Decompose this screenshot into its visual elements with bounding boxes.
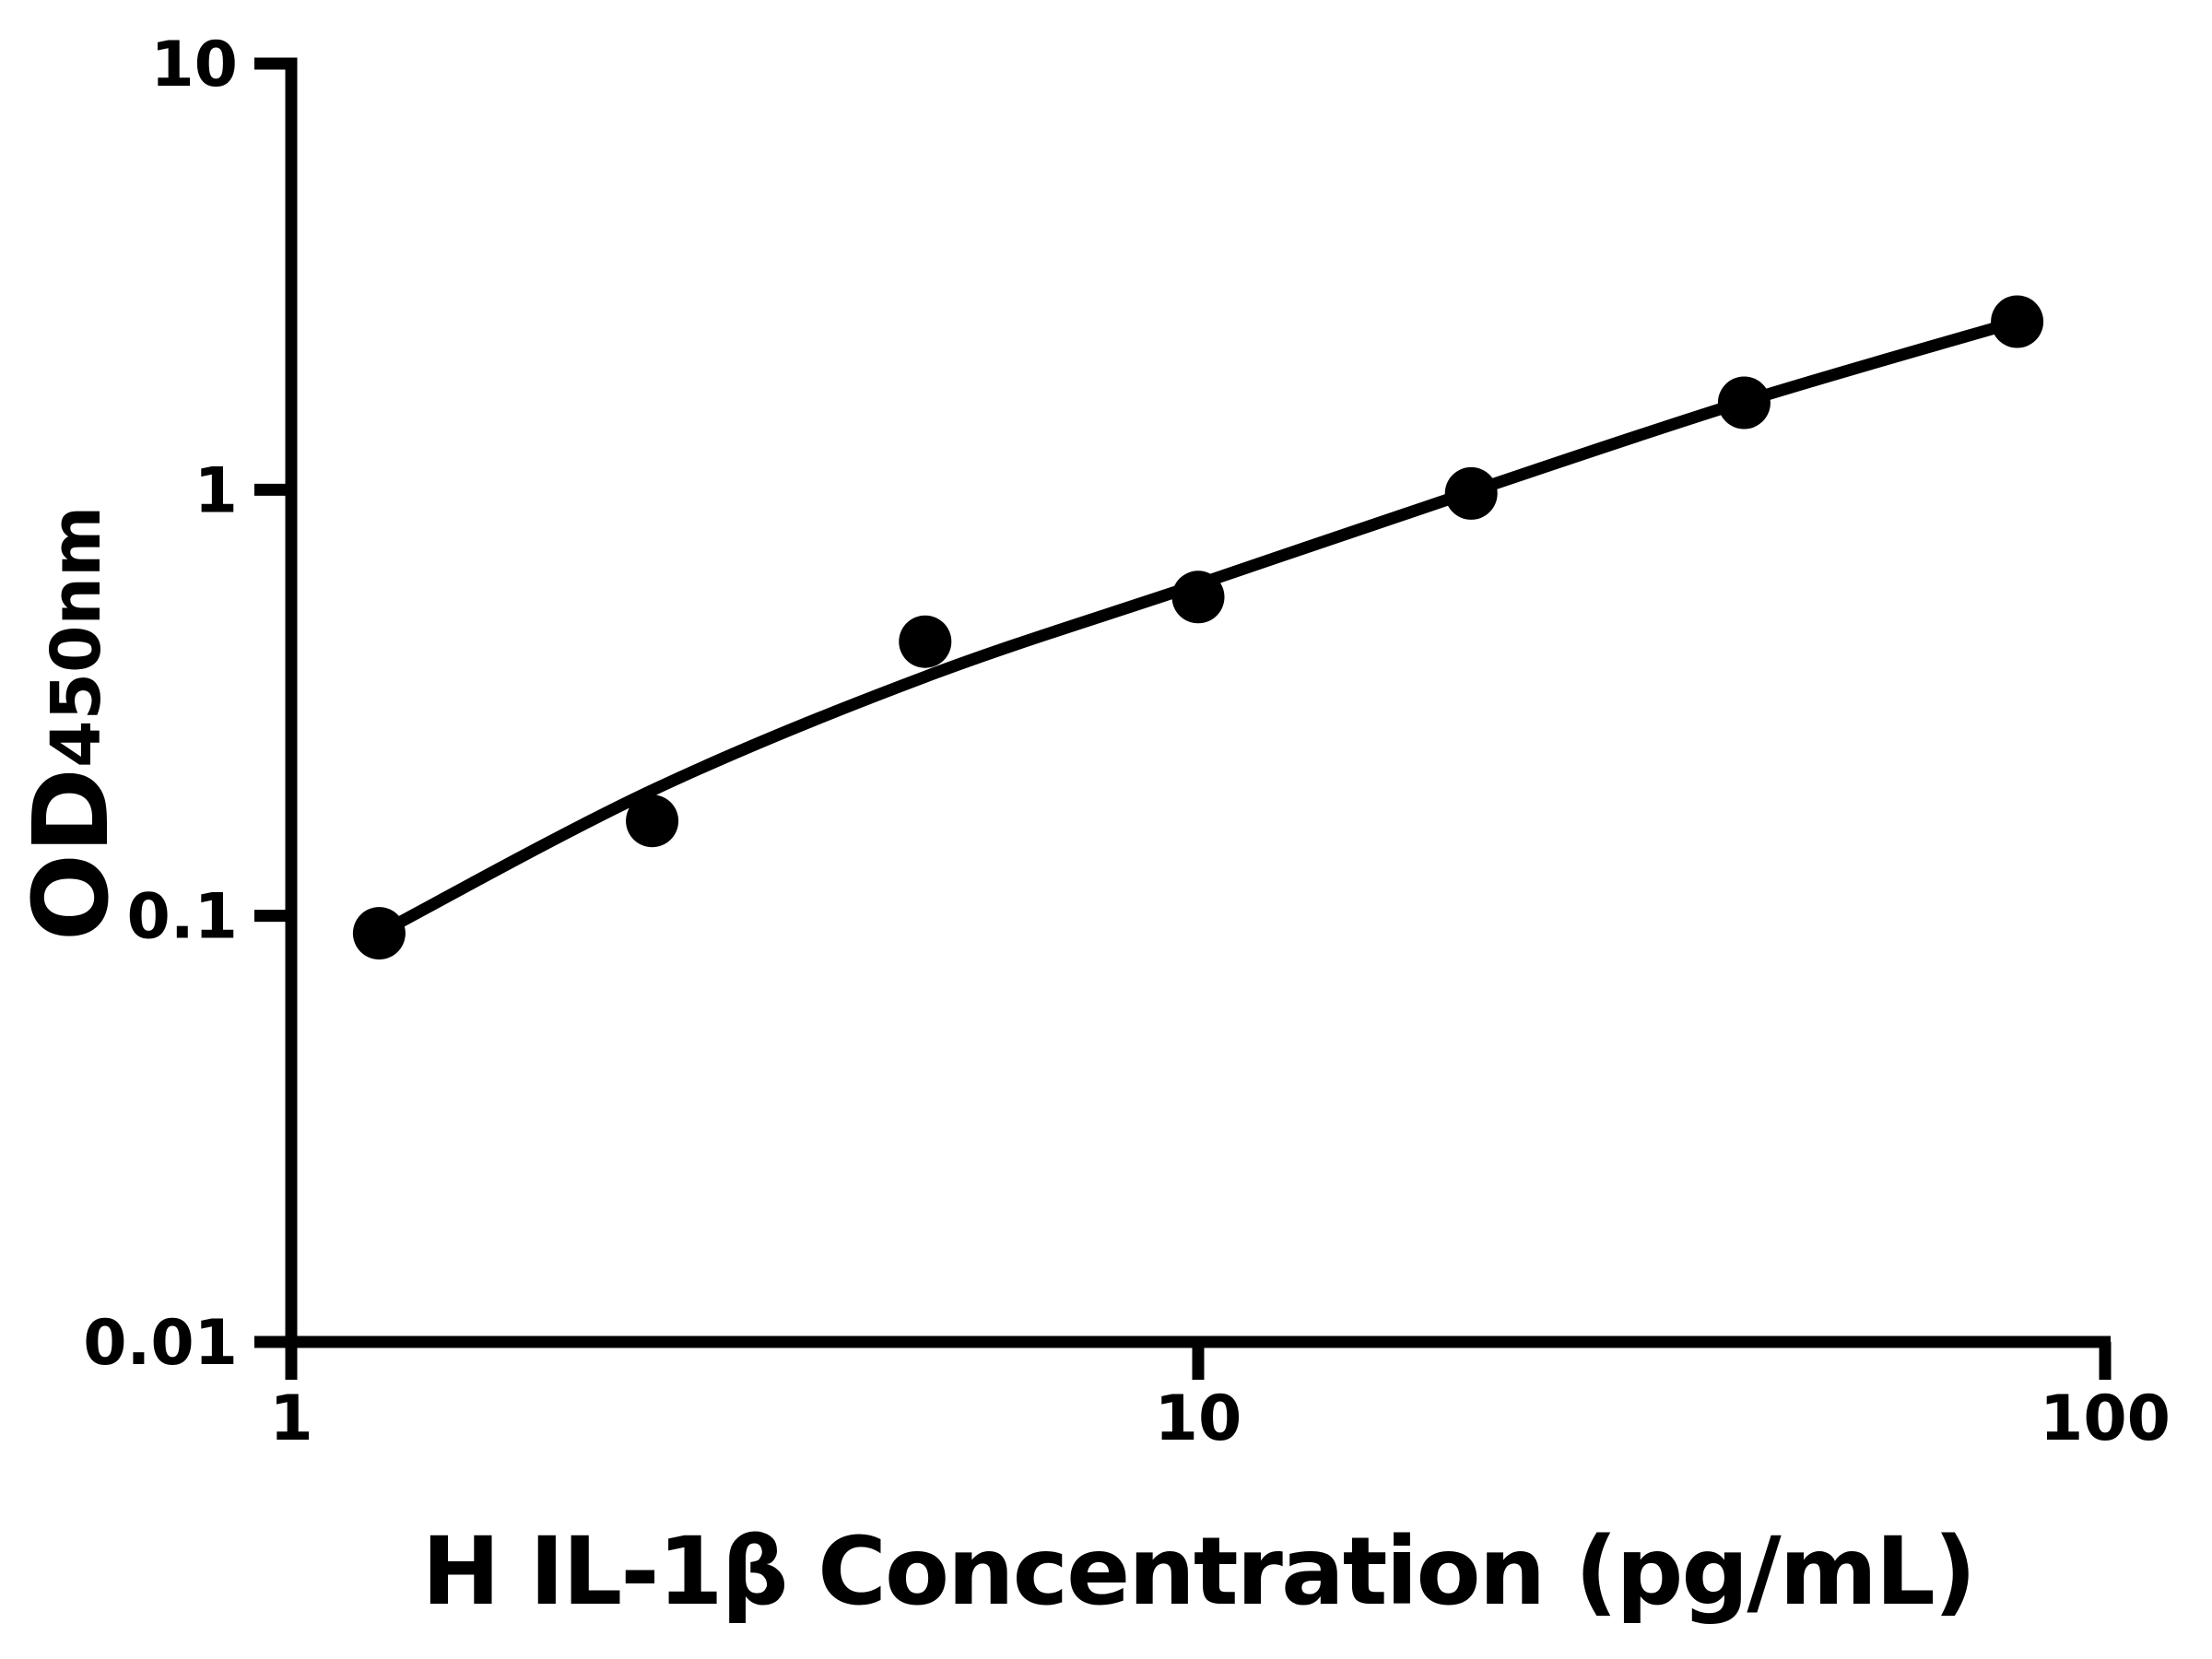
y-axis-title: OD450nm — [12, 505, 132, 941]
data-point-marker — [352, 907, 406, 960]
data-point-marker — [1444, 466, 1498, 520]
y-tick-label: 10 — [150, 29, 238, 101]
chart-layer: 10 1 0.1 0.01 1 10 100 — [83, 29, 2171, 1455]
y-axis-title-main: OD — [12, 768, 132, 942]
y-axis-title-sub: 450nm — [37, 505, 116, 769]
y-tick-label: 1 — [194, 454, 238, 527]
x-tick-label: 1 — [269, 1382, 312, 1455]
x-axis-title: H IL-1β Concentration (pg/mL) — [421, 1517, 1974, 1627]
axes-lines — [285, 57, 2111, 1348]
data-point-marker — [1991, 295, 2044, 348]
x-tick-label: 10 — [1155, 1382, 1242, 1455]
fitted-curve-line — [376, 315, 2019, 939]
data-point-marker — [899, 615, 952, 668]
x-tick-label: 100 — [2040, 1382, 2171, 1455]
data-point-marker — [1171, 571, 1225, 624]
data-point-marker — [626, 794, 679, 848]
y-tick-label: 0.1 — [127, 881, 238, 954]
data-point-marker — [1717, 376, 1771, 429]
y-tick-label: 0.01 — [83, 1307, 238, 1380]
